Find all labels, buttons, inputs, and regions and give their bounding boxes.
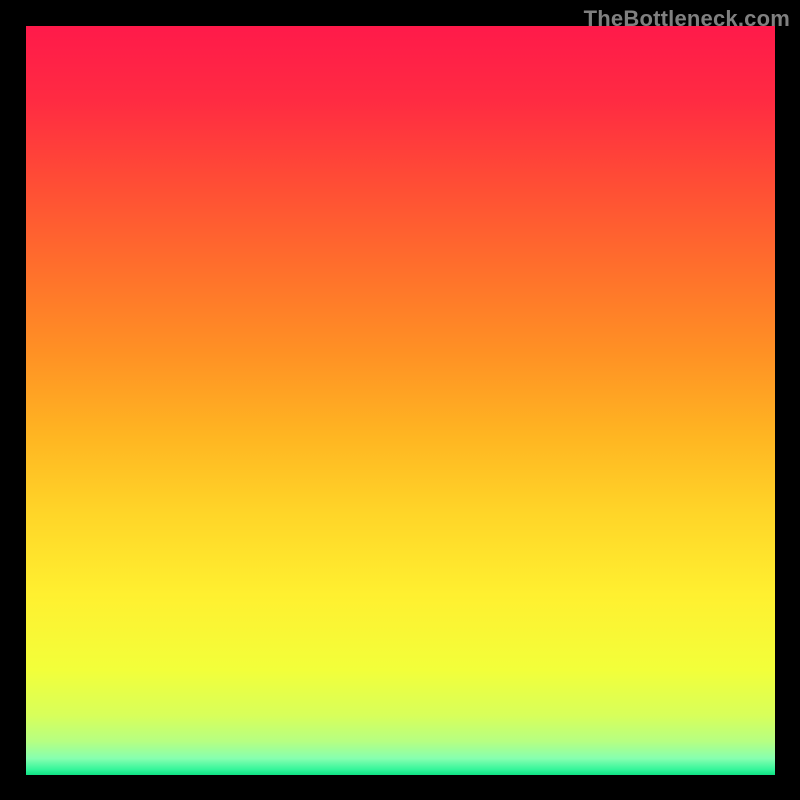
chart-plot-area: [26, 26, 775, 775]
chart-gradient-background: [26, 26, 775, 775]
chart-outer-frame: TheBottleneck.com: [0, 0, 800, 800]
